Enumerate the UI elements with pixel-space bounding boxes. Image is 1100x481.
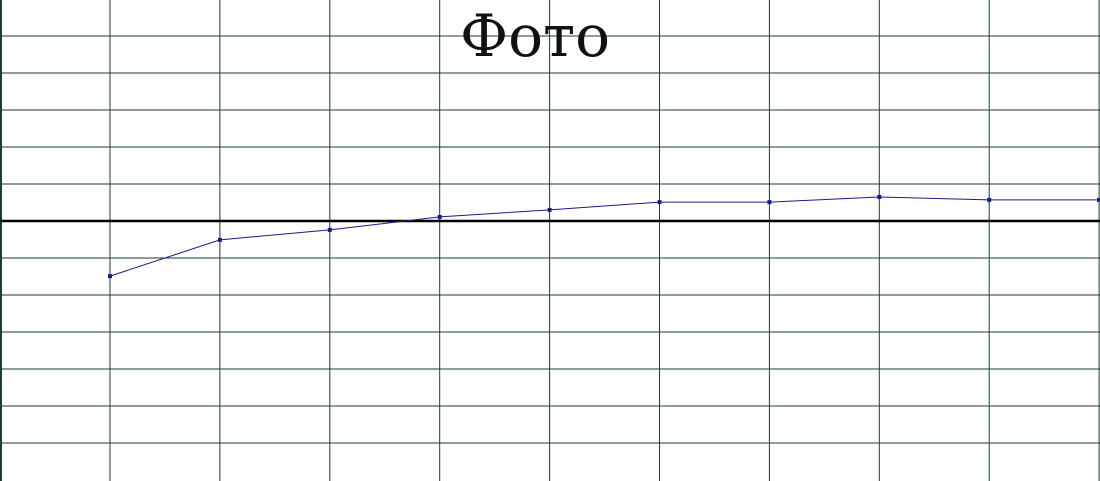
data-point xyxy=(987,197,992,202)
data-point xyxy=(437,214,442,219)
data-point xyxy=(877,194,882,199)
chart-title: Фото xyxy=(459,2,611,70)
data-point xyxy=(327,227,332,232)
data-point xyxy=(108,274,112,279)
series-line xyxy=(109,196,1100,277)
data-point xyxy=(217,237,222,242)
data-point xyxy=(767,200,772,205)
data-point xyxy=(657,200,662,205)
data-point xyxy=(1097,197,1100,202)
data-point xyxy=(547,207,552,212)
